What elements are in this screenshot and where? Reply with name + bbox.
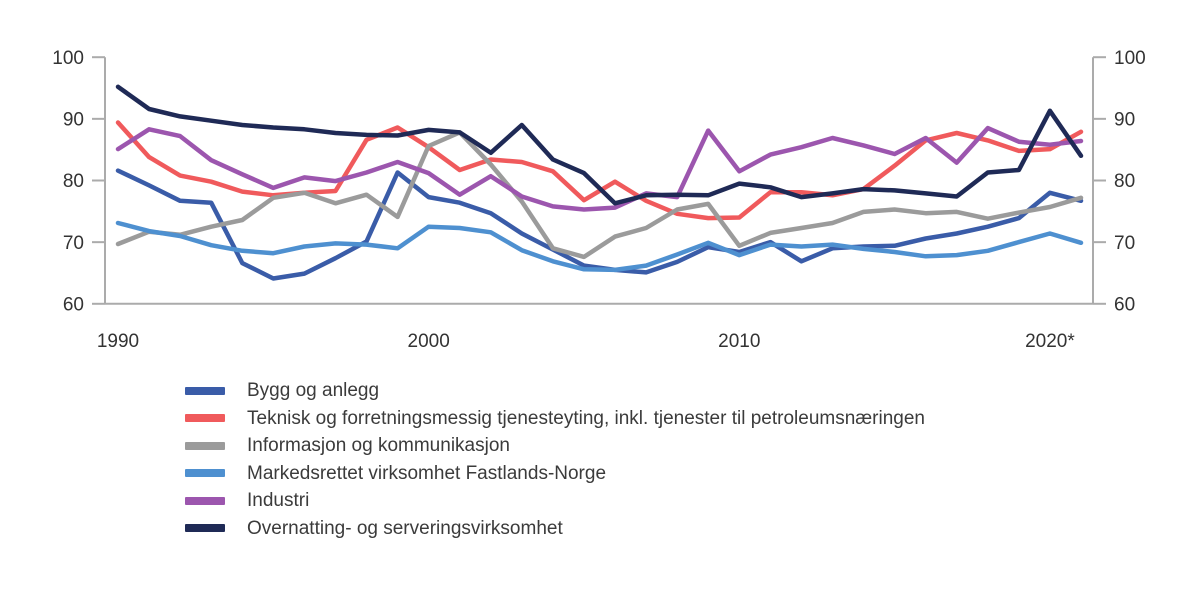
legend-item-5: Overnatting- og serveringsvirksomhet [185,515,925,543]
legend-item-1: Teknisk og forretningsmessig tjenesteyti… [185,405,925,433]
x-tick-label: 1990 [97,331,139,352]
line-chart: 100 100 90 90 80 80 70 70 60 60 1990 2000 2010 2020* [52,48,1146,352]
y-tick-label-right: 100 [1114,48,1146,69]
legend-label: Bygg og anlegg [247,380,380,401]
legend-swatch-icon [185,496,225,505]
x-tick-label: 2020* [1025,331,1075,352]
y-tick-label-left: 80 [63,171,84,192]
legend-label: Informasjon og kommunikasjon [247,435,510,456]
y-tick-label-right: 90 [1114,110,1135,131]
legend-label: Markedsrettet virksomhet Fastlands-Norge [247,462,607,484]
legend-swatch-icon [185,441,225,450]
y-tick-label-right: 60 [1114,294,1135,315]
y-tick-label-left: 90 [63,110,84,131]
series-line-informasjon-og-kommunikasjon [115,130,1084,260]
y-tick-label-right: 80 [1114,171,1135,192]
y-tick-label-right: 70 [1114,233,1135,254]
legend-label: Teknisk og forretningsmessig tjenesteyti… [247,407,925,429]
chart-legend: Bygg og anlegg Teknisk og forretningsmess… [185,377,925,542]
x-tick-label: 2000 [408,331,450,352]
y-tick-label-left: 100 [52,48,84,69]
legend-swatch-icon [185,414,225,423]
legend-item-4: Industri [185,487,925,515]
legend-swatch-icon [185,386,225,395]
legend-item-2: Informasjon og kommunikasjon [185,432,925,460]
x-tick-label: 2010 [718,331,760,352]
legend-swatch-icon [185,469,225,478]
legend-label: Overnatting- og serveringsvirksomhet [247,517,563,539]
legend-swatch-icon [185,524,225,533]
legend-item-0: Bygg og anlegg [185,377,925,405]
series-line-industri [115,125,1084,212]
series-line-overnatting-og-serveringsvirksomhet [115,84,1084,206]
y-tick-label-left: 70 [63,233,84,254]
y-tick-label-left: 60 [63,294,84,315]
legend-label: Industri [247,490,310,511]
series-line-markedsrettet-virksomhet-fastlands-norge [115,220,1084,273]
legend-item-3: Markedsrettet virksomhet Fastlands-Norge [185,460,925,488]
